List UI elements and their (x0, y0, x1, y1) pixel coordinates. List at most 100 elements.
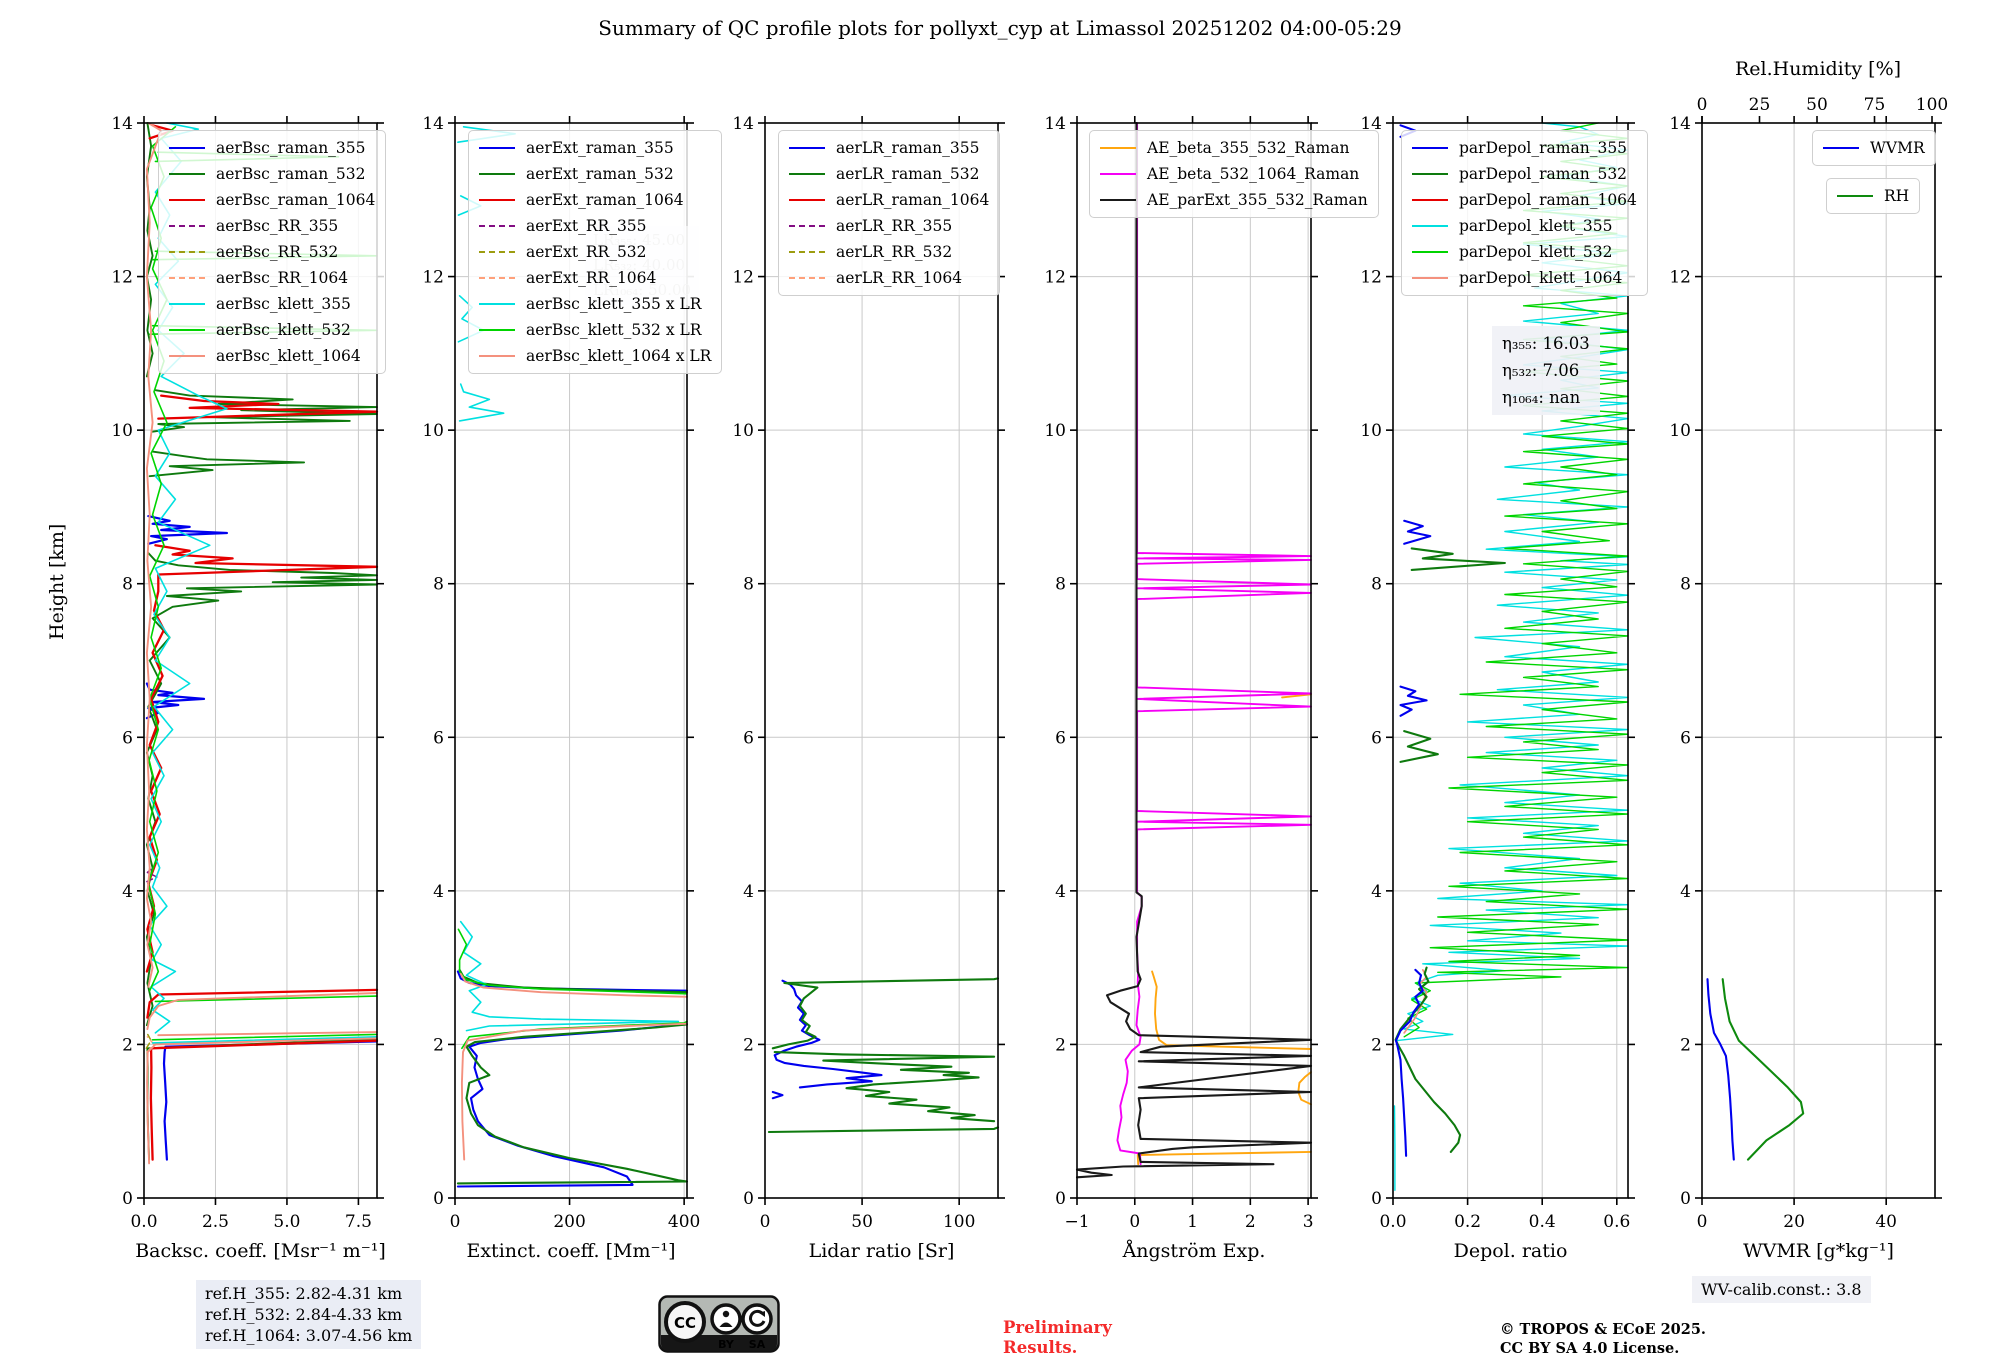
top-axis-label-rel-humidity: Rel.Humidity [%] (1734, 58, 1902, 80)
series-aerBsc_raman_1064 (149, 1039, 379, 1161)
series-aerBsc_raman_1064 (146, 988, 379, 1019)
top-tick-label: 100 (1916, 95, 1948, 115)
y-tick-label: 8 (743, 575, 754, 595)
legend-line-swatch (1100, 173, 1136, 175)
legend-item: aerBsc_RR_1064 (169, 265, 375, 291)
legend-item-label: aerExt_raman_1064 (526, 191, 684, 209)
y-tick-label: 8 (1680, 575, 1691, 595)
x-axis-label-backscatter: Backsc. coeff. [Msr⁻¹ m⁻¹] (135, 1240, 386, 1262)
y-tick-label: 12 (1669, 268, 1691, 288)
x-tick-label: 0.6 (1603, 1212, 1630, 1232)
legend-line-swatch (1412, 173, 1448, 175)
legend-angstrom: AE_beta_355_532_Raman AE_beta_532_1064_Ra… (1089, 130, 1379, 218)
legend-line-swatch (169, 303, 205, 305)
series-aerBsc_klett_532 x LR (457, 928, 688, 995)
series-aerExt_raman_532 (456, 1023, 689, 1185)
series-AE_beta_355_532_Raman (1151, 970, 1312, 1050)
legend-item-label: aerLR_raman_1064 (836, 191, 990, 209)
series-parDepol_raman_532 (1399, 730, 1439, 763)
x-tick-label: 0.0 (1379, 1212, 1406, 1232)
x-axis-label-lidar-ratio: Lidar ratio [Sr] (808, 1240, 955, 1262)
legend-item: aerLR_raman_1064 (789, 187, 989, 213)
legend-item-label: aerBsc_klett_355 x LR (526, 295, 702, 313)
legend-extinction: aerExt_raman_355 aerExt_raman_532 aerExt_r… (468, 130, 723, 374)
share-alike-icon (741, 1303, 773, 1335)
legend-item: parDepol_klett_355 (1412, 213, 1637, 239)
y-tick-label: 6 (1371, 728, 1382, 748)
eta-1064: η₁₀₆₄: nan (1502, 388, 1581, 407)
y-tick-label: 2 (1371, 1035, 1382, 1055)
legend-item-label: AE_beta_532_1064_Raman (1147, 165, 1360, 183)
legend-item-label: aerBsc_klett_355 (216, 295, 351, 313)
attribution-person-icon (710, 1303, 742, 1335)
legend-item-label: aerLR_RR_532 (836, 243, 953, 261)
legend-item-label: aerExt_RR_355 (526, 217, 647, 235)
legend-item: parDepol_raman_532 (1412, 161, 1637, 187)
legend-line-swatch (479, 199, 515, 201)
series-aerLR_raman_532 (773, 1051, 996, 1123)
y-tick-label: 14 (1360, 114, 1382, 134)
y-tick-label: 8 (122, 575, 133, 595)
legend-item: parDepol_raman_1064 (1412, 187, 1637, 213)
series-aerBsc_klett_1064 (145, 122, 163, 988)
x-axis-label-extinction: Extinct. coeff. [Mm⁻¹] (466, 1240, 676, 1262)
y-tick-label: 2 (1680, 1035, 1691, 1055)
x-tick-label: 0.2 (1454, 1212, 1481, 1232)
series-aerBsc_klett_1064 x LR (459, 972, 688, 998)
legend-item-label: aerBsc_RR_532 (216, 243, 339, 261)
legend-item-label: aerBsc_raman_1064 (216, 191, 376, 209)
legend-item-label: aerExt_raman_355 (526, 139, 674, 157)
legend-item: aerExt_raman_532 (479, 161, 711, 187)
series-aerBsc_raman_532 (146, 1038, 378, 1161)
legend-line-swatch (479, 355, 515, 357)
legend-item-label: aerBsc_klett_532 (216, 321, 351, 339)
series-aerBsc_klett_1064 (157, 1031, 378, 1037)
x-tick-label: −1 (1064, 1212, 1089, 1232)
legend-item: parDepol_klett_1064 (1412, 265, 1637, 291)
legend-item: aerLR_RR_1064 (789, 265, 989, 291)
series-aerBsc_klett_1064 (146, 1037, 378, 1165)
x-tick-label: 2.5 (202, 1212, 229, 1232)
series-aerBsc_raman_532 (145, 552, 378, 1027)
series-aerLR_raman_355 (771, 1090, 784, 1100)
legend-item-label: parDepol_klett_1064 (1459, 269, 1623, 287)
series-aerExt_raman_355 (456, 1022, 689, 1188)
series-parDepol_raman_355 (1403, 519, 1432, 545)
legend-wvmr: WVMR (1812, 130, 1936, 166)
legend-item-label: RH (1884, 187, 1910, 205)
legend-item: aerExt_RR_1064 (479, 265, 711, 291)
legend-line-swatch (479, 173, 515, 175)
series-aerBsc_klett_355 x LR (459, 920, 680, 1032)
legend-item-label: aerLR_raman_532 (836, 165, 980, 183)
y-tick-label: 12 (422, 268, 444, 288)
legend-line-swatch (479, 147, 515, 149)
x-tick-label: 7.5 (345, 1212, 372, 1232)
wv-calib-note: WV-calib.const.: 3.8 (1692, 1276, 1871, 1303)
legend-line-swatch (789, 173, 825, 175)
series-parDepol_raman_355 (1394, 968, 1424, 1157)
legend-line-swatch (1412, 225, 1448, 227)
legend-line-swatch (1837, 195, 1873, 197)
y-tick-label: 0 (1371, 1189, 1382, 1209)
legend-item-label: AE_parExt_355_532_Raman (1147, 191, 1368, 209)
x-tick-label: 2 (1245, 1212, 1256, 1232)
legend-item: aerExt_RR_532 (479, 239, 711, 265)
legend-item: AE_beta_355_532_Raman (1100, 135, 1368, 161)
legend-line-swatch (479, 251, 515, 253)
series-aerBsc_klett_532 (154, 995, 378, 1003)
legend-line-swatch (169, 225, 205, 227)
y-tick-label: 12 (111, 268, 133, 288)
series-aerBsc_RR_532 (145, 1032, 152, 1050)
eta-355: η₃₅₅: 16.03 (1502, 334, 1590, 353)
legend-item-label: aerLR_RR_355 (836, 217, 953, 235)
top-tick-label: 25 (1749, 95, 1771, 115)
legend-item-label: parDepol_raman_532 (1459, 165, 1628, 183)
y-tick-label: 10 (1044, 421, 1066, 441)
top-tick-label: 0 (1697, 95, 1708, 115)
legend-item: aerLR_raman_532 (789, 161, 989, 187)
legend-item: parDepol_klett_532 (1412, 239, 1637, 265)
series-AE_beta_532_1064_Raman (1116, 122, 1312, 1166)
x-tick-label: 3 (1303, 1212, 1314, 1232)
y-tick-label: 2 (1055, 1035, 1066, 1055)
